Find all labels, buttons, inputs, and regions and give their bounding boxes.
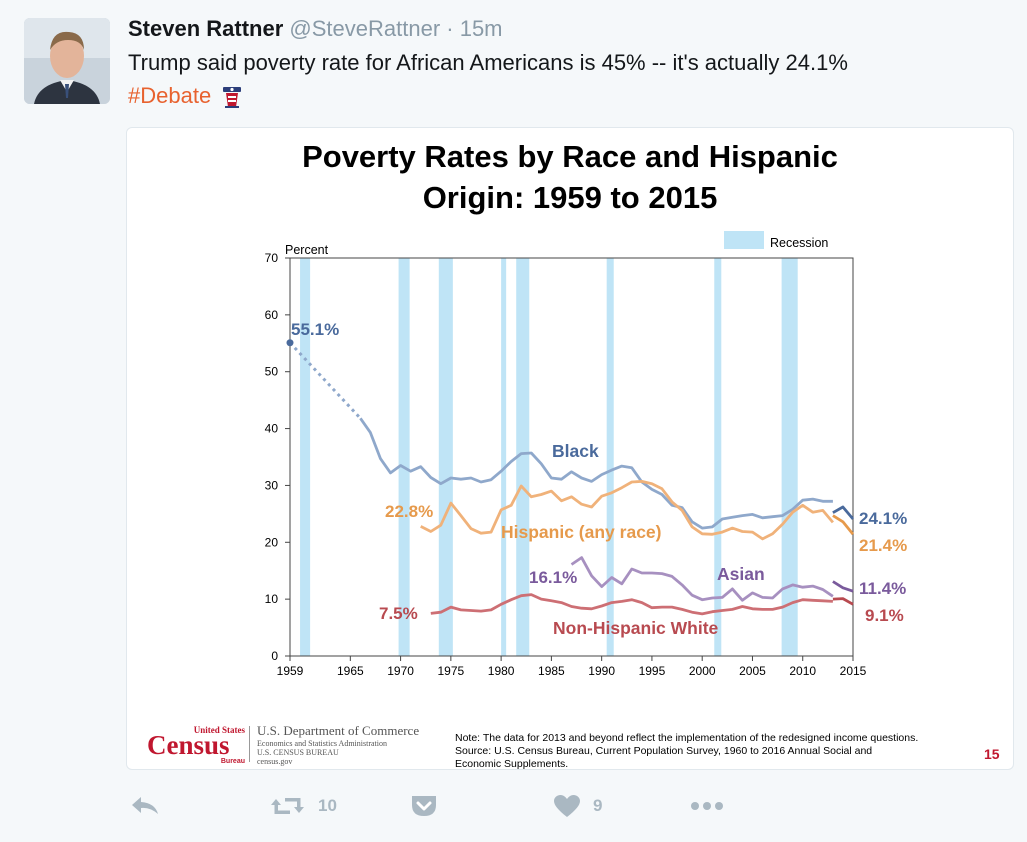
pocket-icon (412, 796, 436, 816)
tweet-text: Trump said poverty rate for African Amer… (128, 50, 848, 75)
last-value-black: 24.1% (859, 509, 907, 528)
series-line-asian (570, 556, 834, 602)
series-line-redesign-hispanic (832, 514, 855, 536)
legend-recession-swatch (724, 231, 764, 249)
note-line-3: Economic Supplements. (455, 758, 569, 770)
like-button[interactable]: 9 (553, 788, 602, 824)
series-line-redesign-asian (832, 580, 854, 593)
series-line-black (359, 417, 833, 530)
recession-band-4 (516, 258, 530, 656)
y-tick-label-30: 30 (265, 478, 279, 492)
x-tick-label-2005: 2005 (739, 664, 766, 678)
last-value-hispanic: 21.4% (859, 536, 907, 555)
x-tick-label-1995: 1995 (639, 664, 666, 678)
series-label-black: Black (552, 441, 599, 461)
slide-page-number: 15 (984, 746, 1000, 762)
x-tick-label-1985: 1985 (538, 664, 565, 678)
retweet-icon (271, 798, 304, 814)
x-tick-label-1965: 1965 (337, 664, 364, 678)
tweet-hashtag-line: #Debate (128, 83, 243, 109)
podium-icon (223, 87, 242, 109)
series-label-hispanic: Hispanic (any race) (501, 522, 661, 542)
plot-frame (289, 257, 854, 657)
tweet-author-line: Steven Rattner @SteveRattner · 15m (128, 16, 503, 42)
y-tick-label-50: 50 (265, 365, 279, 379)
series-line-hispanic (420, 479, 834, 541)
dept-line-1: U.S. Department of Commerce (257, 723, 420, 738)
logo-bottom-text: Bureau (221, 758, 245, 765)
first-value-white: 7.5% (379, 604, 418, 623)
first-value-hispanic: 22.8% (385, 502, 433, 521)
more-icon (691, 802, 723, 810)
last-value-white: 9.1% (865, 606, 904, 625)
x-tick-label-1980: 1980 (488, 664, 515, 678)
recession-band-3 (501, 258, 507, 656)
heart-icon (554, 795, 580, 817)
reply-icon (132, 797, 158, 814)
recession-band-7 (781, 258, 798, 656)
last-value-asian: 11.4% (859, 579, 906, 598)
y-tick-label-0: 0 (271, 649, 278, 663)
series-line-redesign-black (832, 505, 855, 520)
y-tick-label-40: 40 (265, 422, 279, 436)
x-tick-label-1959: 1959 (277, 664, 304, 678)
note-line-2: Source: U.S. Census Bureau, Current Popu… (455, 745, 873, 757)
y-axis-label: Percent (285, 243, 329, 257)
dept-of-commerce-block: U.S. Department of Commerce Economics an… (257, 723, 420, 767)
more-button[interactable] (690, 788, 724, 824)
y-tick-label-60: 60 (265, 308, 279, 322)
series-line-white (430, 593, 833, 616)
legend-recession-label: Recession (770, 236, 828, 250)
retweet-button[interactable]: 10 (270, 788, 337, 824)
y-tick-label-20: 20 (265, 535, 279, 549)
dept-line-3: U.S. CENSUS BUREAU (257, 748, 339, 758)
author-name[interactable]: Steven Rattner (128, 16, 284, 41)
y-tick-label-70: 70 (265, 251, 279, 265)
tweet-action-bar: 10 9 (0, 788, 1027, 828)
logo-main-text: Census (147, 730, 230, 760)
recession-band-2 (438, 258, 453, 656)
dept-line-4: census.gov (257, 757, 293, 767)
census-logo: United States Census Bureau (147, 725, 246, 765)
series-label-white: Non-Hispanic White (553, 618, 719, 638)
x-tick-label-2010: 2010 (789, 664, 816, 678)
chart-title: Poverty Rates by Race and Hispanic Origi… (127, 136, 1013, 218)
like-count: 9 (593, 796, 603, 815)
note-line-1: Note: The data for 2013 and beyond refle… (455, 732, 919, 744)
series-line-redesign-white (832, 597, 854, 606)
avatar-image (24, 18, 110, 104)
recession-band-1 (398, 258, 410, 656)
black-dotted-gap (288, 341, 362, 420)
first-value-asian: 16.1% (529, 568, 577, 587)
x-tick-label-2015: 2015 (840, 664, 867, 678)
tweet-image-card[interactable]: Poverty Rates by Race and Hispanic Origi… (126, 127, 1014, 770)
chart-note: Note: The data for 2013 and beyond refle… (455, 732, 985, 770)
x-tick-label-2000: 2000 (689, 664, 716, 678)
x-tick-label-1975: 1975 (438, 664, 465, 678)
poverty-chart: 0 10 20 30 40 50 60 70 1959 1965 1970 1975 1980 1985 1… (265, 231, 907, 678)
y-tick-label-10: 10 (265, 592, 279, 606)
pocket-button[interactable] (410, 788, 438, 824)
dept-line-2: Economics and Statistics Administration (257, 738, 387, 748)
recession-band-5 (606, 258, 614, 656)
logo-divider (249, 726, 250, 762)
series-label-asian: Asian (717, 564, 765, 584)
recession-band-0 (300, 258, 311, 656)
chart-title-line-1: Poverty Rates by Race and Hispanic (302, 139, 838, 174)
debate-hashtag[interactable]: #Debate (128, 83, 212, 108)
x-tick-label-1970: 1970 (387, 664, 414, 678)
reply-button[interactable] (130, 788, 160, 824)
author-avatar[interactable] (24, 18, 110, 104)
retweet-count: 10 (318, 796, 337, 815)
black-1959-point (286, 339, 294, 347)
tweet-timestamp[interactable]: · 15m (446, 16, 503, 41)
chart-title-line-2: Origin: 1959 to 2015 (422, 180, 718, 215)
logo-top-text: United States (194, 725, 246, 735)
first-value-black: 55.1% (291, 320, 339, 339)
recession-band-6 (714, 258, 722, 656)
x-tick-label-1990: 1990 (588, 664, 615, 678)
author-handle[interactable]: @SteveRattner (289, 16, 441, 41)
